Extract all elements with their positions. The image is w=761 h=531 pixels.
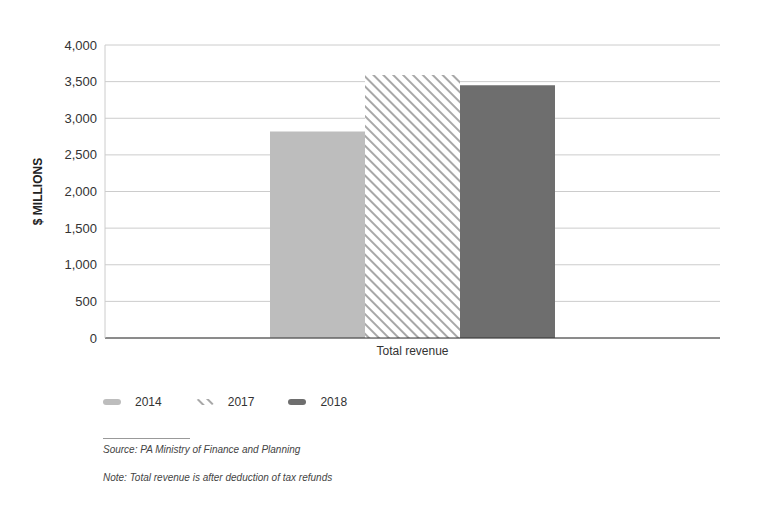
html-text:2014: 2014: [135, 395, 162, 409]
svg-text:4,000: 4,000: [64, 38, 97, 53]
html-text:2018: 2018: [320, 395, 348, 409]
html-text:Source: PA Ministry of Finance: Source: PA Ministry of Finance and Plann…: [103, 444, 301, 455]
svg-text:500: 500: [75, 294, 97, 309]
svg-text:3,500: 3,500: [64, 74, 97, 89]
svg-text:1,500: 1,500: [64, 221, 97, 236]
html-text:2017: 2017: [227, 395, 255, 409]
svg-text:$ MILLIONS: $ MILLIONS: [31, 158, 45, 225]
svg-text:1,000: 1,000: [64, 257, 97, 272]
svg-text:2,000: 2,000: [64, 184, 97, 199]
svg-text:3,000: 3,000: [64, 111, 97, 126]
svg-text:2,500: 2,500: [64, 147, 97, 162]
svg-text:0: 0: [90, 331, 97, 346]
html-text:Note: Total revenue is after d: Note: Total revenue is after deduction o…: [103, 472, 333, 483]
svg-text:Total revenue: Total revenue: [376, 344, 448, 358]
